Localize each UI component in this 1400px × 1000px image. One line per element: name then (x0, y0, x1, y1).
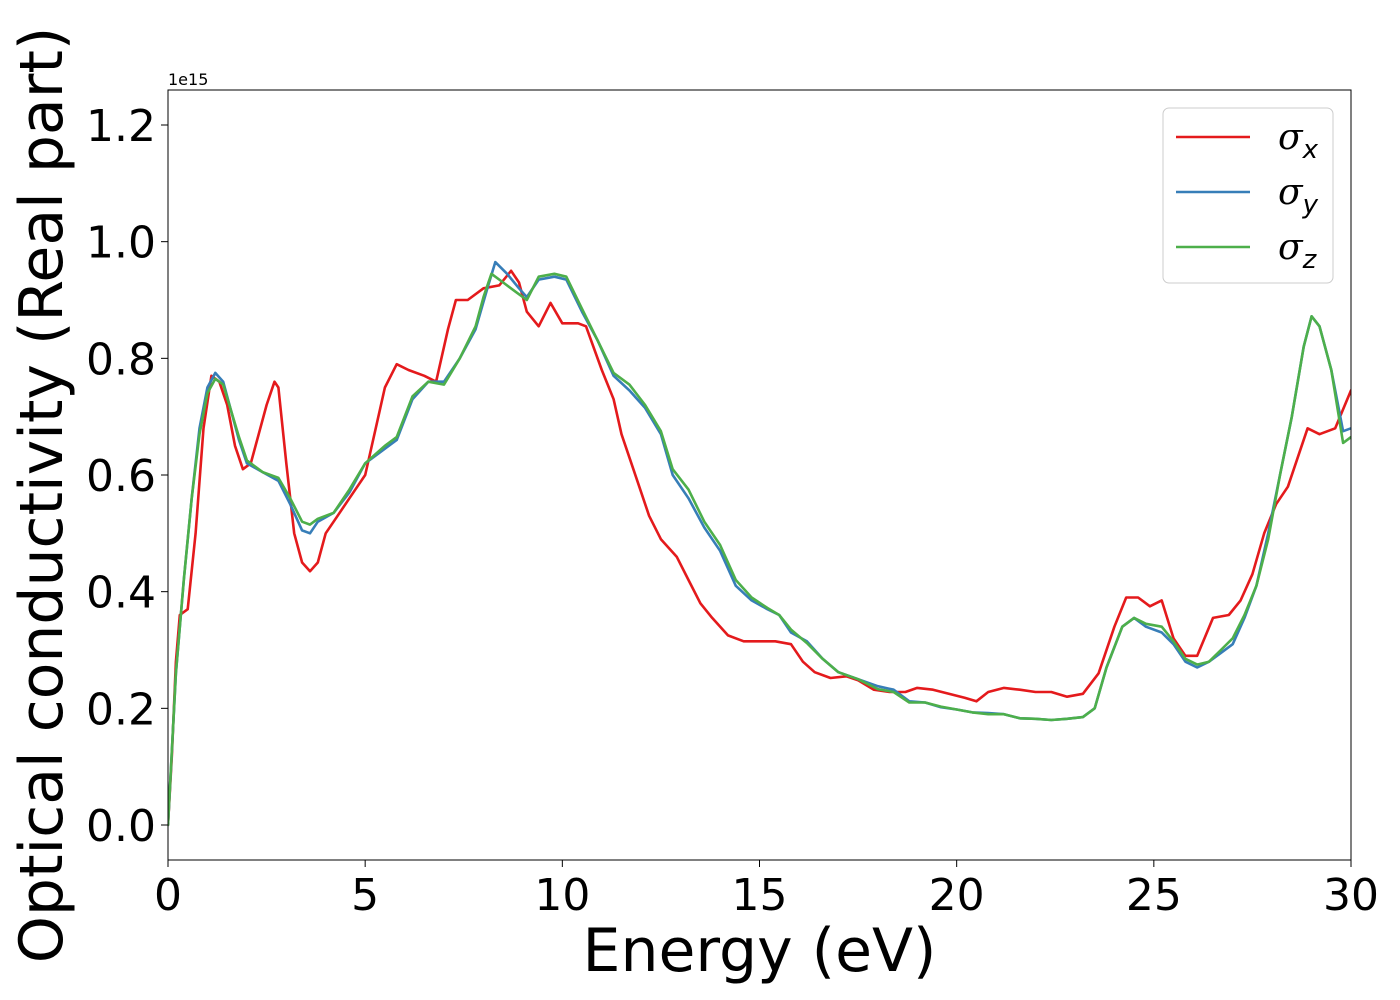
legend-label-z: σz (1278, 227, 1318, 275)
x-axis: 0 5 10 15 20 25 30 (154, 860, 1379, 921)
x-tick-label: 15 (732, 870, 788, 921)
x-tick-label: 5 (351, 870, 379, 921)
x-tick-label: 10 (534, 870, 590, 921)
x-axis-label: Energy (eV) (583, 916, 937, 986)
series-line-y (168, 260, 1351, 827)
y-tick-label: 0.4 (86, 568, 156, 619)
legend-box (1162, 107, 1334, 284)
y-axis-label: Optical conductivity (Real part) (7, 27, 77, 964)
x-tick-label: 20 (929, 870, 985, 921)
legend: σx σy σz (1162, 107, 1334, 284)
y-tick-label: 0.0 (86, 801, 156, 852)
y-axis: 0.0 0.2 0.4 0.6 0.8 1.0 1.2 (86, 101, 168, 852)
y-tick-label: 0.8 (86, 334, 156, 385)
y-tick-label: 1.2 (86, 101, 156, 152)
x-tick-label: 25 (1126, 870, 1182, 921)
y-tick-label: 0.6 (86, 451, 156, 502)
legend-label-x: σx (1278, 117, 1319, 165)
series-line-x (168, 269, 1351, 827)
series-layer (168, 260, 1351, 827)
y-offset-label: 1e15 (168, 70, 208, 89)
y-tick-label: 1.0 (86, 218, 156, 269)
x-tick-label: 0 (154, 870, 182, 921)
legend-label-y: σy (1278, 172, 1319, 220)
series-line-z (168, 272, 1351, 827)
y-tick-label: 0.2 (86, 684, 156, 735)
x-tick-label: 30 (1323, 870, 1379, 921)
